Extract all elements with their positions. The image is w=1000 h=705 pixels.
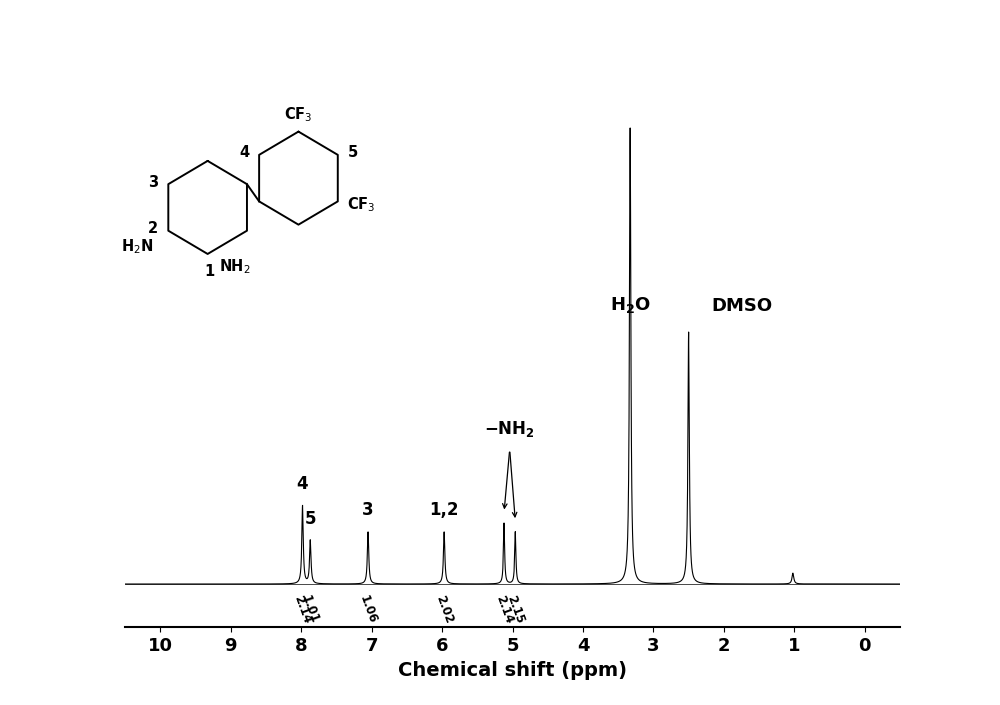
- Text: CF$_3$: CF$_3$: [284, 105, 313, 124]
- Text: 2.15: 2.15: [504, 594, 526, 625]
- Text: 2: 2: [148, 221, 158, 236]
- Text: 2.14: 2.14: [493, 594, 515, 625]
- Text: 1.01: 1.01: [299, 594, 321, 625]
- Text: 1.06: 1.06: [357, 594, 379, 625]
- Text: CF$_3$: CF$_3$: [347, 195, 376, 214]
- Text: 3: 3: [148, 175, 158, 190]
- Text: DMSO: DMSO: [711, 297, 772, 314]
- X-axis label: Chemical shift (ppm): Chemical shift (ppm): [398, 661, 627, 680]
- Text: H$_2$N: H$_2$N: [121, 237, 153, 256]
- Text: 3: 3: [362, 501, 374, 519]
- Text: 5: 5: [305, 510, 316, 527]
- Text: $\mathbf{H_2O}$: $\mathbf{H_2O}$: [610, 295, 651, 314]
- Text: 5: 5: [348, 145, 358, 159]
- Text: 1: 1: [204, 264, 214, 278]
- Text: 1,2: 1,2: [429, 501, 459, 519]
- Text: 2.02: 2.02: [433, 594, 455, 625]
- Text: NH$_2$: NH$_2$: [219, 257, 251, 276]
- Text: $\mathbf{-NH_2}$: $\mathbf{-NH_2}$: [484, 419, 535, 439]
- Text: 4: 4: [297, 475, 308, 493]
- Text: 4: 4: [240, 145, 250, 159]
- Text: 2.14: 2.14: [291, 594, 314, 625]
